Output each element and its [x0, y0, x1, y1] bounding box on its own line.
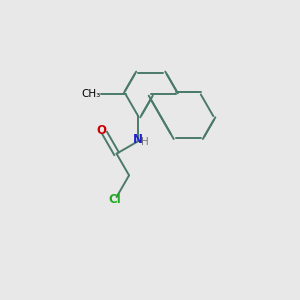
Text: Cl: Cl — [109, 193, 122, 206]
Text: CH₃: CH₃ — [81, 89, 101, 100]
Text: N: N — [133, 133, 143, 146]
Text: O: O — [97, 124, 107, 137]
Text: H: H — [141, 137, 148, 147]
